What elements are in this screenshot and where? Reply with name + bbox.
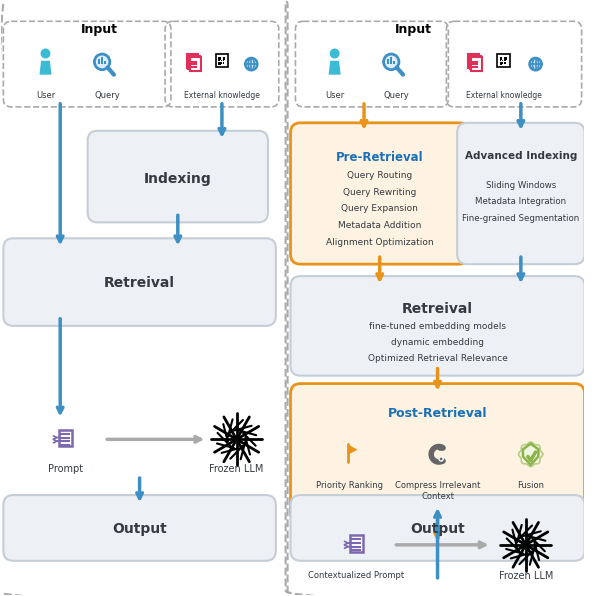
Text: Sliding Windows: Sliding Windows	[486, 181, 556, 190]
Circle shape	[330, 48, 340, 58]
Polygon shape	[348, 445, 358, 455]
FancyBboxPatch shape	[387, 59, 389, 64]
Circle shape	[94, 54, 110, 70]
Text: Input: Input	[81, 23, 118, 36]
Circle shape	[245, 58, 257, 70]
Text: Output: Output	[410, 522, 465, 536]
FancyBboxPatch shape	[500, 60, 501, 61]
FancyBboxPatch shape	[219, 57, 221, 60]
FancyBboxPatch shape	[223, 60, 225, 61]
Circle shape	[384, 54, 399, 70]
FancyBboxPatch shape	[290, 123, 469, 264]
Text: Fusion: Fusion	[517, 481, 544, 490]
Text: Alignment Optimization: Alignment Optimization	[326, 238, 434, 247]
FancyBboxPatch shape	[457, 123, 584, 264]
FancyBboxPatch shape	[393, 61, 395, 64]
Text: Query Rewriting: Query Rewriting	[343, 188, 416, 197]
Text: Frozen LLM: Frozen LLM	[498, 571, 553, 581]
FancyBboxPatch shape	[468, 54, 479, 68]
FancyBboxPatch shape	[497, 54, 510, 67]
FancyBboxPatch shape	[223, 57, 226, 60]
Circle shape	[40, 48, 50, 58]
FancyBboxPatch shape	[223, 62, 225, 64]
FancyBboxPatch shape	[470, 56, 481, 69]
FancyBboxPatch shape	[220, 62, 222, 64]
Text: Query Expansion: Query Expansion	[342, 204, 418, 213]
Circle shape	[529, 58, 542, 70]
FancyBboxPatch shape	[220, 60, 222, 61]
FancyBboxPatch shape	[190, 57, 201, 71]
FancyBboxPatch shape	[188, 56, 200, 69]
Text: Advanced Indexing: Advanced Indexing	[465, 151, 577, 161]
FancyBboxPatch shape	[504, 57, 507, 60]
FancyBboxPatch shape	[4, 495, 276, 561]
FancyBboxPatch shape	[290, 276, 584, 375]
Text: Metadata Addition: Metadata Addition	[338, 221, 421, 231]
FancyBboxPatch shape	[502, 60, 504, 61]
Text: External knowledge: External knowledge	[184, 91, 260, 100]
FancyBboxPatch shape	[4, 238, 276, 326]
FancyBboxPatch shape	[290, 384, 584, 523]
Text: Frozen LLM: Frozen LLM	[210, 464, 264, 474]
Text: Indexing: Indexing	[144, 172, 211, 185]
FancyBboxPatch shape	[219, 60, 220, 61]
Text: Contextualized Prompt: Contextualized Prompt	[308, 571, 405, 580]
Text: Fine-grained Segmentation: Fine-grained Segmentation	[462, 215, 580, 224]
FancyBboxPatch shape	[216, 54, 228, 67]
Text: Query: Query	[94, 91, 120, 100]
FancyBboxPatch shape	[104, 61, 106, 64]
Text: User: User	[325, 91, 345, 100]
FancyBboxPatch shape	[500, 57, 502, 60]
Polygon shape	[39, 61, 52, 74]
FancyBboxPatch shape	[500, 62, 502, 64]
FancyBboxPatch shape	[59, 430, 71, 446]
Polygon shape	[523, 443, 538, 465]
FancyBboxPatch shape	[504, 62, 505, 64]
FancyBboxPatch shape	[88, 131, 268, 222]
Text: Priority Ranking: Priority Ranking	[316, 481, 383, 490]
Text: Query Routing: Query Routing	[347, 170, 412, 179]
FancyBboxPatch shape	[187, 54, 198, 68]
Text: Optimized Retrieval Relevance: Optimized Retrieval Relevance	[368, 354, 507, 363]
Text: fine-tuned embedding models: fine-tuned embedding models	[369, 322, 506, 331]
FancyBboxPatch shape	[290, 495, 584, 561]
FancyBboxPatch shape	[471, 57, 482, 71]
FancyBboxPatch shape	[101, 57, 103, 64]
FancyBboxPatch shape	[98, 59, 100, 64]
Text: Pre-Retrieval: Pre-Retrieval	[336, 151, 424, 164]
Text: Input: Input	[394, 23, 432, 36]
Text: Metadata Integration: Metadata Integration	[475, 197, 567, 206]
Text: Post-Retrieval: Post-Retrieval	[388, 408, 487, 421]
Text: External knowledge: External knowledge	[466, 91, 542, 100]
Text: Retreival: Retreival	[104, 276, 175, 290]
Text: Query: Query	[384, 91, 409, 100]
Text: Compress Irrelevant: Compress Irrelevant	[395, 481, 480, 490]
Text: Context: Context	[421, 492, 454, 501]
FancyBboxPatch shape	[219, 62, 221, 64]
Polygon shape	[328, 61, 341, 74]
FancyBboxPatch shape	[390, 57, 392, 64]
Text: Output: Output	[112, 522, 167, 536]
FancyBboxPatch shape	[504, 60, 505, 61]
Text: Prompt: Prompt	[48, 464, 83, 474]
Text: Retreival: Retreival	[402, 302, 473, 316]
Text: dynamic embedding: dynamic embedding	[391, 338, 484, 347]
FancyBboxPatch shape	[502, 62, 504, 64]
Circle shape	[439, 457, 443, 461]
FancyBboxPatch shape	[350, 535, 363, 552]
Text: User: User	[36, 91, 55, 100]
